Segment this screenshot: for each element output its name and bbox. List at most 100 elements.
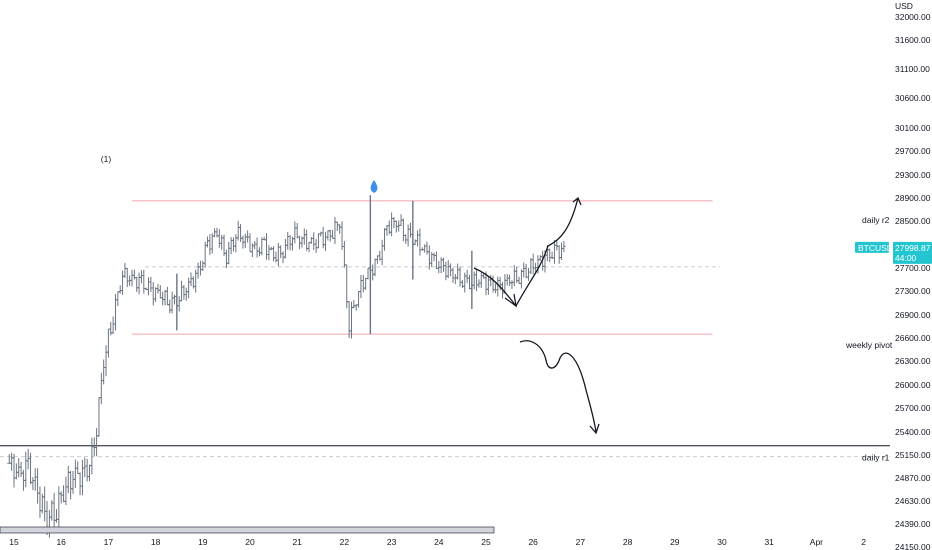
ohlc-bar	[63, 476, 68, 506]
ohlc-bar	[115, 291, 120, 307]
ohlc-bar	[153, 287, 158, 302]
ohlc-bar	[33, 468, 38, 491]
ohlc-bar	[358, 275, 363, 299]
ohlc-bar	[80, 459, 85, 496]
y-tick-label: 31600.00	[895, 35, 931, 45]
ohlc-bar	[99, 372, 104, 405]
ohlc-bar	[35, 468, 40, 504]
ohlc-bar	[212, 228, 217, 238]
ohlc-bar	[361, 274, 366, 293]
ohlc-bar	[219, 234, 224, 250]
ohlc-bar	[7, 454, 12, 464]
x-tick-label: 24	[434, 537, 444, 547]
ohlc-bar	[56, 486, 61, 530]
ohlc-bar	[252, 240, 257, 250]
ohlc-bar	[455, 263, 460, 280]
ohlc-bar	[186, 277, 191, 299]
ohlc-bar	[163, 289, 168, 306]
ohlc-bar	[205, 236, 210, 248]
ohlc-bar	[314, 238, 319, 253]
ohlc-bar	[236, 220, 241, 241]
levels-layer: daily r2 weekly pivot daily r1	[0, 200, 893, 463]
x-tick-label: 15	[9, 537, 19, 547]
ohlc-bar	[318, 231, 323, 237]
ohlc-bar	[363, 277, 368, 290]
ohlc-bar	[82, 457, 87, 478]
ohlc-bar	[184, 287, 189, 301]
ohlc-bar	[302, 228, 307, 245]
ohlc-bar	[231, 237, 236, 252]
x-tick-label: 23	[387, 537, 397, 547]
currency-label: USD	[895, 1, 913, 11]
ohlc-bar	[425, 241, 429, 255]
ohlc-bar	[94, 428, 99, 457]
level-label: weekly pivot	[845, 340, 893, 350]
ohlc-bar	[273, 251, 278, 263]
ohlc-bar	[146, 277, 151, 296]
ohlc-bar	[453, 274, 458, 285]
time-axis[interactable]: 15 16 17 18 19 20 21 22 23 24 25 26 27 28 29 30 31 Apr 2	[9, 537, 866, 547]
range-scrollbar	[0, 526, 495, 534]
ohlc-bar	[75, 461, 80, 475]
y-tick-label: 24870.00	[895, 473, 931, 483]
x-tick-label: 2	[861, 537, 866, 547]
ohlc-bar	[189, 272, 193, 286]
x-tick-label: 17	[104, 537, 114, 547]
ohlc-bar	[309, 236, 314, 244]
ohlc-bar	[547, 248, 552, 263]
y-tick-label: 29700.00	[895, 146, 931, 156]
mid-arrow-head	[504, 293, 517, 308]
ohlc-bar	[155, 283, 160, 294]
ohlc-bar	[151, 282, 156, 306]
ohlc-bar	[493, 283, 498, 294]
ohlc-bar	[59, 491, 64, 504]
y-tick-label: 26900.00	[895, 310, 931, 320]
ohlc-bar	[479, 272, 484, 288]
ohlc-bar	[73, 459, 78, 488]
ohlc-bar	[521, 262, 526, 278]
ohlc-bar	[292, 221, 297, 244]
ohlc-bar	[61, 485, 66, 503]
ohlc-bar	[354, 304, 359, 311]
ohlc-bar	[14, 463, 19, 480]
ohlc-bar	[66, 465, 71, 494]
down-arrow-head	[589, 423, 600, 435]
ohlc-bar	[222, 234, 227, 256]
ohlc-bar	[391, 217, 396, 228]
ohlc-bar	[52, 492, 57, 527]
ohlc-bar	[54, 509, 59, 523]
x-tick-label: 28	[623, 537, 633, 547]
symbol-tag	[855, 241, 889, 253]
ohlc-bar	[561, 240, 566, 252]
ohlc-bar	[441, 257, 446, 272]
x-tick-label: 20	[245, 537, 255, 547]
ohlc-bar	[307, 241, 311, 253]
ohlc-bar	[37, 486, 42, 518]
ohlc-bar	[340, 221, 345, 250]
y-tick-label: 27300.00	[895, 286, 931, 296]
ohlc-bar	[384, 225, 389, 236]
y-tick-label: 32000.00	[895, 12, 931, 22]
ohlc-bar	[96, 397, 101, 437]
ohlc-bar	[196, 262, 201, 279]
ohlc-bar	[16, 458, 21, 478]
ohlc-bar	[557, 245, 562, 264]
ohlc-bar	[158, 285, 163, 299]
ohlc-bar	[243, 233, 248, 249]
ohlc-bar	[137, 272, 142, 295]
x-tick-label: 25	[481, 537, 491, 547]
ohlc-bar	[68, 470, 73, 500]
ohlc-bar	[512, 264, 517, 287]
ohlc-bar	[200, 260, 205, 272]
ohlc-bar	[12, 453, 16, 488]
bear-path	[519, 340, 597, 433]
x-tick-label: 19	[198, 537, 208, 547]
ohlc-bar	[229, 237, 234, 255]
ohlc-bar	[139, 270, 144, 284]
ohlc-bar	[120, 270, 125, 295]
ohlc-bar	[177, 295, 182, 312]
ohlc-bar	[401, 218, 406, 242]
ohlc-bar	[417, 228, 422, 256]
